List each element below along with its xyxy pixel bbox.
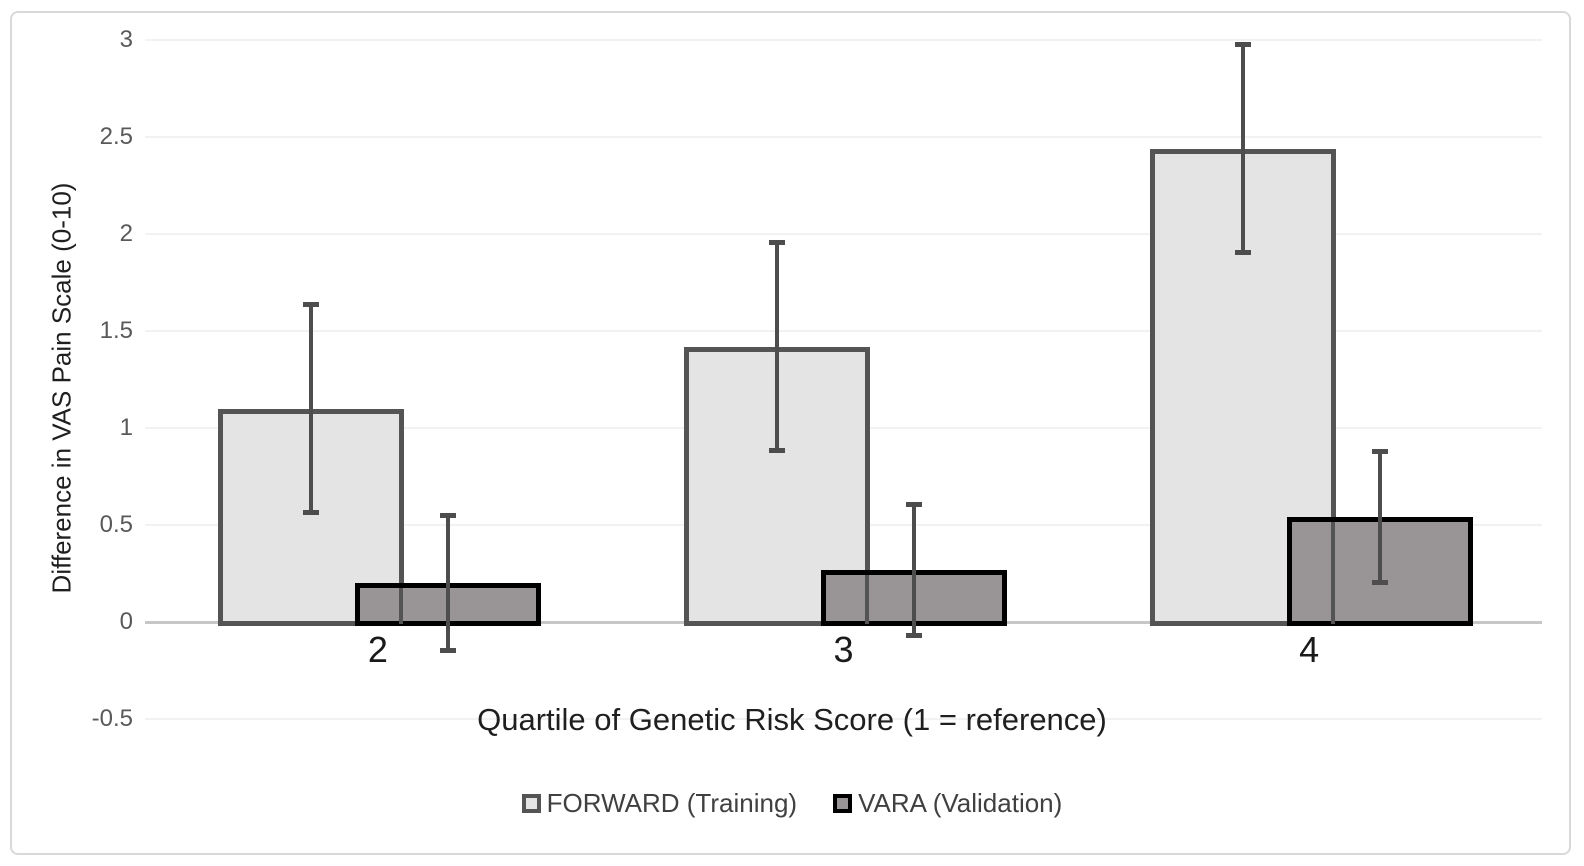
legend: FORWARD (Training) VARA (Validation) — [0, 788, 1584, 819]
error-bar-cap-bottom — [769, 448, 785, 454]
gridline — [145, 233, 1542, 235]
legend-label: FORWARD (Training) — [546, 788, 798, 818]
gridline — [145, 136, 1542, 138]
y-tick-label: 3 — [119, 26, 133, 53]
error-bar-line — [912, 503, 916, 636]
y-tick-label: 2 — [119, 220, 133, 247]
bar-border-overlap-line — [1330, 522, 1335, 624]
y-tick-label: 0.5 — [99, 511, 133, 538]
error-bar-cap-top — [303, 301, 320, 307]
error-bar-cap-bottom — [906, 632, 922, 638]
category-label: 4 — [1299, 629, 1320, 670]
bar-border-overlap-line — [399, 588, 404, 624]
error-bar-cap-top — [1234, 41, 1251, 47]
bar-border-overlap-line — [865, 574, 869, 624]
figure-border — [10, 11, 1571, 855]
legend-label: VARA (Validation) — [858, 788, 1063, 818]
gridline — [145, 718, 1542, 720]
error-bar-line — [1240, 43, 1245, 254]
error-bar-cap-bottom — [1371, 580, 1388, 586]
error-bar-cap-bottom — [303, 510, 320, 516]
legend-entry: VARA (Validation) — [833, 788, 1062, 819]
error-bar-cap-top — [906, 501, 922, 507]
y-tick-label: 0 — [119, 608, 133, 635]
gridline — [145, 39, 1542, 41]
error-bar-cap-bottom — [1234, 250, 1251, 256]
error-bar-line — [309, 303, 314, 514]
y-tick-label: -0.5 — [91, 705, 133, 732]
y-tick-label: 2.5 — [99, 123, 133, 150]
error-bar-line — [775, 241, 779, 452]
gridline — [145, 330, 1542, 332]
error-bar-cap-top — [440, 513, 457, 519]
category-label: 2 — [367, 629, 388, 670]
error-bar-line — [1377, 451, 1382, 584]
category-label: 3 — [833, 629, 854, 670]
y-axis-title: Difference in VAS Pain Scale (0-10) — [46, 182, 77, 594]
legend-entry: FORWARD (Training) — [521, 788, 798, 819]
y-tick-label: 1.5 — [99, 317, 133, 344]
legend-marker-icon — [833, 794, 853, 813]
error-bar-cap-bottom — [440, 648, 457, 654]
legend-marker-icon — [521, 794, 541, 813]
error-bar-cap-top — [769, 239, 785, 245]
error-bar-line — [446, 515, 451, 652]
y-tick-label: 1 — [119, 414, 133, 441]
x-axis-title: Quartile of Genetic Risk Score (1 = refe… — [477, 702, 1107, 737]
error-bar-cap-top — [1371, 449, 1388, 455]
